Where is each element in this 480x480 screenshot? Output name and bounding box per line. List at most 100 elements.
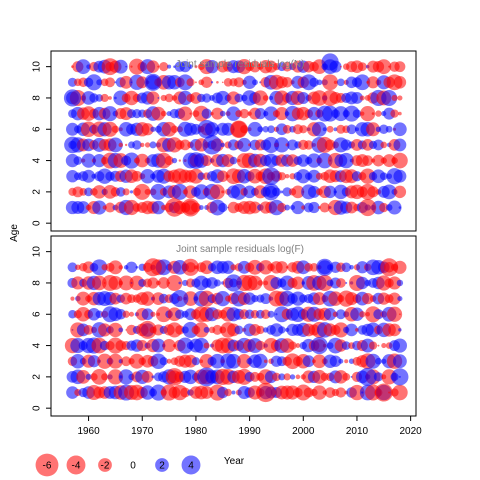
residual-bubble bbox=[131, 170, 143, 182]
residual-bubble bbox=[175, 309, 185, 320]
residual-bubble bbox=[282, 61, 293, 72]
residual-bubble bbox=[66, 122, 79, 136]
panel-frame bbox=[50, 50, 417, 232]
residual-bubble bbox=[263, 106, 279, 121]
residual-bubble bbox=[329, 355, 342, 367]
residual-bubble bbox=[161, 121, 177, 137]
residual-bubble bbox=[391, 368, 409, 386]
residual-bubble bbox=[356, 261, 369, 274]
residual-bubble bbox=[249, 60, 261, 73]
residual-bubble bbox=[359, 311, 366, 318]
residual-bubble bbox=[108, 96, 112, 100]
residual-bubble bbox=[269, 323, 284, 337]
residual-bubble bbox=[333, 322, 349, 338]
residual-bubble bbox=[157, 65, 160, 68]
legend-bubble bbox=[155, 458, 169, 472]
residual-bubble bbox=[226, 353, 241, 369]
x-tick-label: 1970 bbox=[131, 426, 154, 437]
residual-bubble bbox=[288, 341, 297, 350]
residual-bubble bbox=[171, 290, 189, 308]
residual-bubble bbox=[396, 279, 404, 287]
residual-bubble bbox=[215, 90, 230, 106]
residual-bubble bbox=[118, 142, 124, 148]
residual-bubble bbox=[194, 65, 198, 69]
residual-bubble bbox=[310, 337, 328, 355]
residual-bubble bbox=[202, 135, 222, 155]
residual-bubble bbox=[211, 107, 224, 120]
residual-bubble bbox=[160, 110, 167, 117]
residual-bubble bbox=[379, 202, 389, 213]
residual-bubble bbox=[118, 265, 124, 270]
residual-bubble bbox=[366, 76, 380, 89]
residual-bubble bbox=[83, 325, 94, 335]
residual-bubble bbox=[165, 368, 184, 386]
residual-bubble bbox=[236, 353, 252, 369]
residual-bubble bbox=[275, 261, 288, 274]
residual-bubble bbox=[247, 121, 263, 137]
residual-bubble bbox=[342, 372, 351, 381]
residual-bubble bbox=[333, 80, 338, 84]
residual-bubble bbox=[188, 64, 193, 69]
residual-bubble bbox=[256, 382, 276, 403]
residual-bubble bbox=[213, 279, 221, 287]
residual-bubble bbox=[398, 111, 402, 116]
residual-bubble bbox=[281, 77, 293, 88]
residual-bubble bbox=[171, 183, 188, 200]
residual-bubble bbox=[151, 106, 166, 121]
residual-bubble bbox=[338, 358, 344, 364]
y-tick-label: 10 bbox=[32, 246, 43, 258]
residual-bubble bbox=[324, 139, 336, 151]
residual-bubble bbox=[354, 74, 371, 91]
residual-bubble bbox=[220, 142, 225, 148]
residual-bubble bbox=[345, 201, 358, 214]
residual-bubble bbox=[102, 106, 118, 122]
residual-bubble bbox=[362, 292, 374, 305]
bubble-layer bbox=[63, 53, 408, 217]
residual-bubble bbox=[157, 97, 160, 99]
residual-bubble bbox=[247, 275, 263, 291]
residual-bubble bbox=[63, 89, 82, 107]
residual-bubble bbox=[67, 77, 78, 87]
residual-bubble bbox=[64, 136, 81, 154]
residual-bubble bbox=[365, 353, 381, 369]
residual-bubble bbox=[263, 136, 280, 153]
residual-bubble bbox=[392, 354, 407, 369]
residual-bubble bbox=[194, 81, 197, 84]
residual-bubble bbox=[380, 258, 399, 277]
residual-bubble bbox=[159, 62, 169, 72]
panel-log-f: 0 2 4 6 8 10 Joint sample residuals log(F) bbox=[32, 235, 417, 417]
residual-bubble bbox=[275, 107, 289, 121]
residual-bubble bbox=[166, 358, 172, 364]
panel-title: Joint sample residuals log(N) bbox=[176, 59, 305, 70]
residual-bubble bbox=[102, 121, 118, 137]
residual-bubble bbox=[337, 78, 345, 87]
residual-bubble bbox=[278, 326, 286, 334]
residual-bubble bbox=[143, 258, 162, 277]
residual-bubble bbox=[111, 125, 120, 133]
y-tick-label: 2 bbox=[32, 189, 43, 195]
residual-bubble bbox=[256, 325, 265, 335]
residual-bubble bbox=[197, 172, 206, 181]
residual-bubble bbox=[393, 169, 407, 183]
legend-label: 2 bbox=[159, 461, 165, 472]
residual-bubble bbox=[280, 190, 284, 194]
residual-bubble bbox=[107, 369, 124, 385]
y-tick-label: 6 bbox=[32, 311, 43, 317]
residual-bubble bbox=[150, 311, 156, 317]
residual-bubble bbox=[89, 93, 99, 103]
residual-bubble bbox=[221, 154, 235, 168]
residual-bubble bbox=[134, 183, 151, 200]
x-tick-label: 1990 bbox=[238, 426, 261, 437]
residual-bubble bbox=[205, 60, 219, 74]
residual-bubble bbox=[267, 125, 275, 134]
residual-bubble bbox=[260, 293, 272, 305]
residual-bubble bbox=[128, 311, 135, 317]
residual-bubble bbox=[129, 190, 134, 194]
x-tick-label: 2000 bbox=[292, 426, 315, 437]
residual-bubble bbox=[218, 202, 228, 213]
residual-bubble bbox=[144, 73, 162, 91]
residual-bubble bbox=[323, 308, 337, 321]
residual-bubble bbox=[203, 326, 210, 333]
residual-bubble bbox=[76, 369, 91, 384]
residual-bubble bbox=[237, 137, 252, 152]
